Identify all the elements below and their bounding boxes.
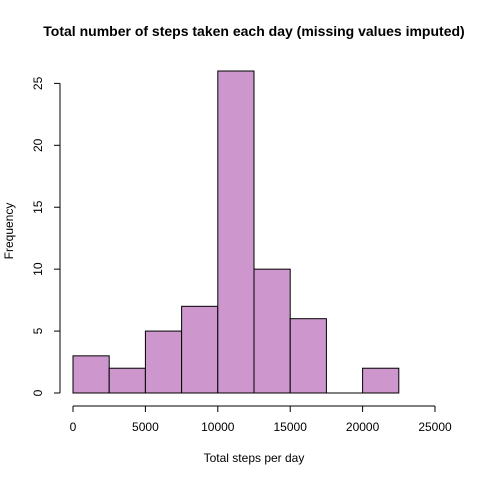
histogram-bar — [289, 318, 327, 394]
chart-title: Total number of steps taken each day (mi… — [43, 23, 464, 39]
y-tick-label: 15 — [31, 200, 45, 214]
histogram-bar — [144, 330, 183, 394]
x-tick-label: 5000 — [132, 420, 159, 434]
x-tick-label: 10000 — [201, 420, 235, 434]
bars-group — [72, 70, 400, 394]
y-tick-label: 10 — [31, 262, 45, 276]
y-tick-label: 0 — [31, 389, 45, 396]
y-tick-label: 25 — [31, 76, 45, 90]
y-axis-label: Frequency — [2, 203, 16, 260]
histogram-bar — [253, 268, 291, 394]
x-axis-label: Total steps per day — [204, 451, 305, 465]
histogram-bar — [108, 367, 146, 394]
x-tick-label: 20000 — [346, 420, 380, 434]
y-axis: 0 5 10 15 20 25 — [31, 76, 61, 396]
histogram-bar — [181, 305, 219, 394]
x-axis: 0 5000 10000 15000 20000 25000 — [70, 405, 452, 434]
histogram-bar — [362, 367, 400, 394]
y-tick-label: 5 — [31, 327, 45, 334]
y-tick-label: 20 — [31, 138, 45, 152]
x-tick-label: 15000 — [274, 420, 308, 434]
histogram-bar — [72, 355, 110, 394]
histogram-bar — [217, 70, 255, 394]
x-tick-label: 25000 — [418, 420, 452, 434]
x-tick-label: 0 — [70, 420, 77, 434]
